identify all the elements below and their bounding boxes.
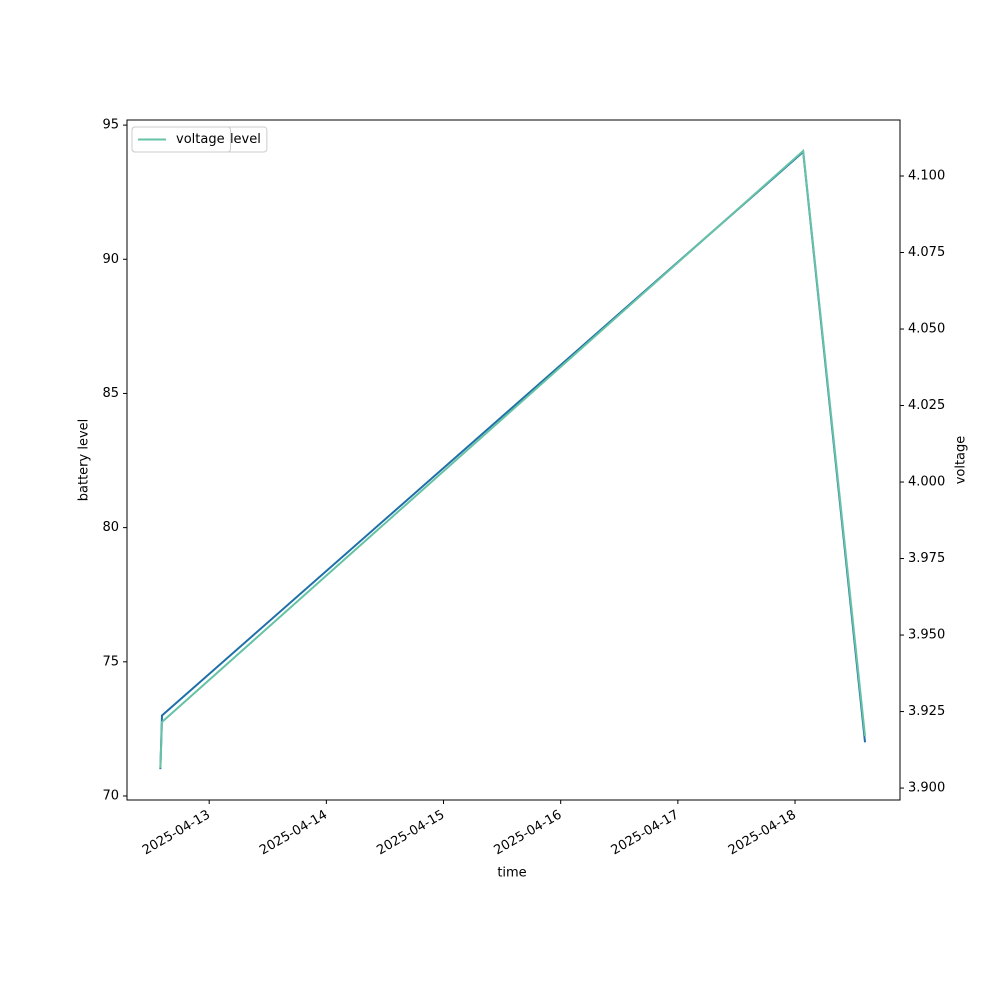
y2-tick-label: 3.925: [908, 704, 945, 719]
x-axis-label: time: [497, 866, 526, 881]
y2-tick-label: 3.900: [908, 781, 945, 796]
x-tick-label: 2025-04-18: [726, 808, 799, 859]
x-tick-label: 2025-04-14: [257, 808, 330, 859]
y2-tick-label: 4.100: [908, 169, 945, 184]
y-axis-label: battery level: [77, 419, 92, 502]
y-tick-label: 75: [102, 654, 119, 669]
legend: voltage: [131, 126, 232, 153]
y2-tick-label: 4.075: [908, 245, 945, 260]
plot-frame: [126, 119, 901, 801]
legend-label: voltage: [176, 132, 225, 147]
series-line: [159, 148, 867, 769]
x-tick-label: 2025-04-15: [374, 808, 447, 859]
series-line: [159, 149, 867, 770]
x-tick-label: 2025-04-17: [609, 808, 682, 859]
y2-tick-label: 3.950: [908, 628, 945, 643]
y2-tick-label: 4.025: [908, 398, 945, 413]
y2-tick-label: 4.050: [908, 322, 945, 337]
y2-axis-label: voltage: [954, 436, 969, 485]
y-tick-label: 90: [102, 252, 119, 267]
y2-tick-label: 4.000: [908, 475, 945, 490]
y2-tick-label: 3.975: [908, 551, 945, 566]
x-tick-label: 2025-04-13: [140, 808, 213, 859]
x-tick-label: 2025-04-16: [492, 808, 565, 859]
y-tick-label: 95: [102, 118, 119, 133]
y-tick-label: 85: [102, 386, 119, 401]
legend-box: [131, 126, 232, 153]
y-tick-label: 70: [102, 788, 119, 803]
y-tick-label: 80: [102, 520, 119, 535]
